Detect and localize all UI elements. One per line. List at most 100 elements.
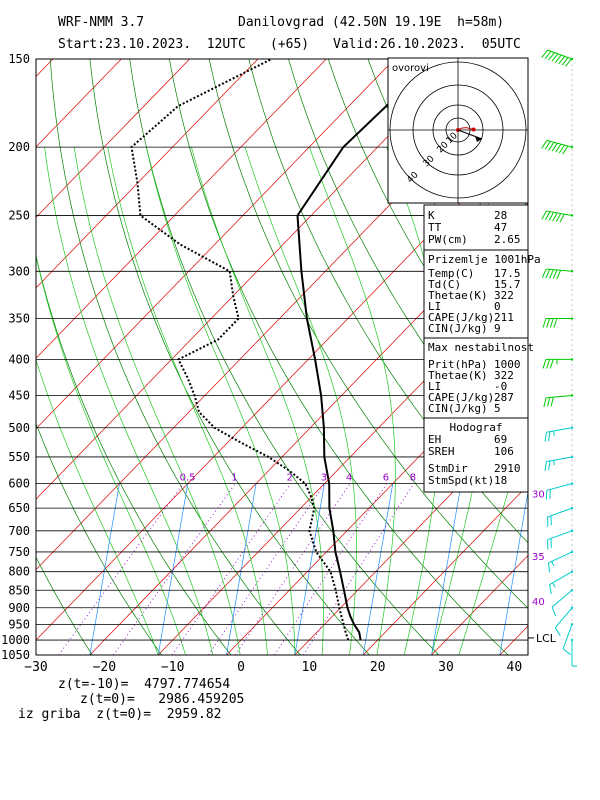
index-key: CAPE(J/kg) [428, 311, 494, 324]
barb-dot [570, 506, 574, 510]
barb-flag [554, 54, 562, 63]
barb-dot [570, 426, 574, 429]
index-key: Thetae(K) [428, 289, 488, 302]
barb-staff [546, 483, 573, 491]
barb-flag [546, 359, 551, 369]
index-box [423, 417, 529, 493]
wind-barb [544, 455, 574, 471]
barb-flag [562, 145, 569, 155]
y-tick-label: 250 [8, 208, 30, 222]
y-tick-label: 700 [8, 524, 30, 538]
index-box [423, 249, 529, 339]
barb-staff [549, 571, 573, 586]
index-key: Temp(C) [428, 267, 474, 280]
barb-dot [570, 317, 574, 320]
mixing-ratio-label: 6 [383, 473, 389, 484]
index-key: CIN(J/kg) [428, 322, 488, 335]
barb-flag [550, 397, 554, 407]
wind-barb [547, 529, 574, 550]
right-scale-label: 35 [532, 552, 545, 563]
y-tick-label: 200 [8, 140, 30, 154]
barb-flag [541, 268, 547, 278]
y-tick-label: 600 [8, 477, 30, 491]
valid-time: Valid:26.10.2023. 05UTC [333, 37, 521, 52]
wind-barb [542, 317, 574, 328]
index-value: -0 [494, 380, 507, 393]
dry-adiabat [567, 59, 600, 655]
index-key: Thetae(K) [428, 369, 488, 382]
y-tick-label: 800 [8, 565, 30, 579]
barb-flag [551, 606, 557, 616]
barb-flag [555, 143, 562, 153]
barb-staff [546, 210, 573, 216]
index-value: 69 [494, 433, 507, 446]
barb-dot [570, 606, 574, 609]
barb-half-flag [553, 430, 555, 437]
wind-barb [545, 482, 574, 500]
y-tick-label: 300 [8, 264, 30, 278]
index-title: Hodograf [450, 421, 503, 434]
barb-flag [558, 144, 565, 154]
mixing-ratio-labels: 0.5 1 2 3 4 6 8 [180, 473, 417, 484]
moist-adiabat [458, 415, 528, 655]
index-title: Max nestabilnost [428, 341, 534, 354]
barb-staff [548, 551, 573, 564]
barb-flag [551, 142, 558, 152]
index-value: 106 [494, 445, 514, 458]
mixing-ratio-label: 1 [231, 473, 237, 484]
x-tick-label: −20 [93, 660, 116, 675]
x-tick-label: 10 [302, 660, 318, 675]
barb-flag [552, 212, 558, 222]
barb-staff [554, 607, 573, 629]
barb-flag [544, 461, 547, 471]
index-value: 28 [494, 209, 507, 222]
x-tick-label: 40 [507, 660, 523, 675]
barb-dot [570, 623, 574, 626]
moist-adiabat [36, 254, 186, 655]
hodograph-title: ovorovi [392, 63, 429, 74]
barb-staff [547, 507, 573, 518]
wind-barb [541, 210, 574, 223]
barb-flag [547, 397, 551, 407]
barb-dot [570, 638, 574, 642]
footer-height-t0: z(t=0)= 2986.459205 [80, 692, 245, 707]
y-tick-label: 950 [8, 617, 30, 631]
y-tick-label: 150 [8, 52, 30, 66]
y-tick-label: 850 [8, 583, 30, 597]
wind-barb [554, 606, 574, 637]
index-value: 322 [494, 369, 514, 382]
x-tick-label: −10 [161, 660, 184, 675]
barb-staff [547, 530, 573, 541]
index-value: 47 [494, 221, 507, 234]
barb-flag [559, 213, 565, 223]
lcl-label: LCL [536, 632, 557, 645]
index-key: PW(cm) [428, 233, 468, 246]
blue-guide-line [431, 483, 462, 655]
wind-barb [570, 638, 577, 667]
index-key: Prit(hPa) [428, 358, 488, 371]
isotherm-line [36, 59, 327, 359]
barb-flag [549, 318, 554, 328]
wind-barb [547, 550, 574, 573]
barb-staff [551, 589, 573, 608]
barb-half-flag [551, 561, 555, 567]
index-key: EH [428, 433, 441, 446]
barb-dot [570, 529, 574, 533]
barb-dot [570, 589, 574, 592]
wind-barb [562, 623, 574, 656]
isotherm-line [362, 484, 528, 655]
barb-staff [562, 624, 573, 649]
storm-motion-arrow [475, 136, 482, 142]
barb-flag [545, 490, 548, 500]
x-tick-label: 30 [438, 660, 454, 675]
forecast-lead: (+65) [270, 37, 310, 52]
isotherm-line [89, 202, 528, 655]
index-key: CIN(J/kg) [428, 402, 488, 415]
mixing-ratio-line [302, 483, 415, 655]
barb-dot [570, 455, 574, 459]
chart-series [130, 59, 437, 641]
barb-half-flag [553, 460, 555, 466]
index-box [423, 204, 529, 251]
footer-height-t-minus10: z(t=-10)= 4797.774654 [58, 677, 231, 692]
index-value: 0 [494, 300, 501, 313]
